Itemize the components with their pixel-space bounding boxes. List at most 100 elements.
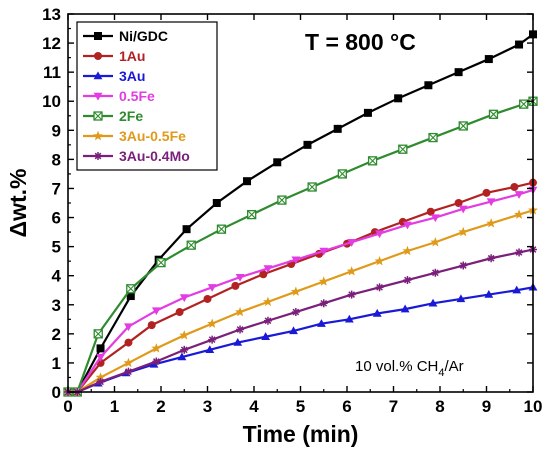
gas-annotation-prefix: 10 vol.% CH	[355, 358, 438, 375]
data-point-ni-gdc	[484, 55, 493, 64]
x-axis-title: Time (min)	[243, 421, 359, 447]
legend-label: 3Au	[119, 68, 145, 84]
legend-label: 2Fe	[119, 108, 143, 124]
data-point-1au	[510, 183, 519, 192]
data-point-0-5fe	[430, 214, 440, 223]
data-point-1au	[426, 207, 435, 216]
data-point-0-5fe	[403, 221, 412, 230]
x-tick-label: 10	[524, 397, 543, 416]
data-point-3au-0-4mo	[263, 316, 272, 325]
data-point-3au-0-5fe	[486, 218, 497, 228]
data-point-3au-0-5fe	[430, 237, 441, 247]
y-tick-label: 11	[43, 63, 61, 82]
y-tick-label: 7	[52, 179, 61, 198]
y-tick-label: 12	[42, 34, 61, 53]
data-point-3au-0-4mo	[515, 248, 524, 257]
data-point-3au-0-4mo	[319, 299, 328, 308]
data-point-1au	[147, 321, 156, 330]
data-point-2fe	[398, 144, 408, 154]
data-point-1au	[482, 188, 491, 197]
y-tick-label: 0	[52, 383, 61, 402]
data-point-ni-gdc	[394, 94, 403, 103]
legend-marker-3au-0-4mo	[94, 152, 102, 160]
legend-item-2fe: 2Fe	[83, 108, 143, 124]
data-point-0-5fe	[319, 247, 329, 256]
data-point-3au-0-5fe	[263, 296, 273, 307]
data-point-0-5fe	[124, 323, 133, 332]
data-point-ni-gdc	[333, 124, 342, 133]
annotations: T = 800 °C 10 vol.% CH4/Ar	[305, 29, 464, 379]
legend-marker-ni-gdc	[94, 32, 102, 40]
legend-label: 0.5Fe	[119, 88, 155, 104]
gas-annotation-subscript: 4	[438, 367, 444, 379]
data-point-2fe	[458, 121, 468, 131]
x-tick-label: 7	[389, 397, 398, 416]
data-point-3au	[484, 289, 494, 298]
y-tick-label: 13	[42, 5, 61, 24]
x-tick-label: 2	[156, 397, 165, 416]
data-point-2fe	[126, 284, 136, 294]
data-point-3au-0-4mo	[459, 261, 468, 270]
data-point-1au	[259, 270, 268, 279]
data-point-3au-0-5fe	[318, 276, 329, 286]
data-point-3au	[456, 294, 466, 303]
data-point-3au	[233, 337, 243, 346]
data-point-3au-0-5fe	[514, 209, 524, 219]
data-point-ni-gdc	[182, 225, 191, 234]
data-point-1au	[175, 308, 184, 317]
data-point-1au	[231, 281, 240, 290]
data-point-0-5fe	[458, 205, 468, 214]
data-point-3au-0-4mo	[431, 268, 440, 277]
legend-item-ni-gdc: Ni/GDC	[83, 28, 168, 44]
legend-label: Ni/GDC	[119, 28, 168, 44]
legend-marker-0-5fe	[93, 92, 103, 101]
data-point-2fe	[186, 240, 196, 250]
data-point-3au-0-4mo	[208, 335, 217, 344]
data-point-3au-0-5fe	[346, 266, 357, 276]
y-tick-label: 10	[42, 92, 61, 111]
data-point-0-5fe	[486, 198, 496, 207]
data-point-1au	[203, 294, 212, 303]
data-point-2fe	[367, 156, 378, 166]
legend-marker-3au	[93, 71, 103, 80]
data-point-0-5fe	[235, 273, 245, 282]
data-point-1au	[124, 338, 133, 347]
x-tick-label: 6	[342, 397, 351, 416]
y-axis-title: Δwt.%	[5, 169, 31, 238]
data-point-0-5fe	[263, 265, 273, 274]
data-point-0-5fe	[291, 256, 301, 265]
data-point-0-5fe	[151, 307, 161, 316]
legend-label: 3Au-0.4Mo	[119, 148, 190, 164]
series-line-3au	[68, 286, 534, 394]
data-point-2fe	[156, 257, 166, 268]
data-point-3au-0-4mo	[487, 254, 496, 263]
data-point-ni-gdc	[243, 177, 252, 186]
data-point-3au	[289, 326, 298, 335]
y-tick-label: 2	[52, 325, 61, 344]
x-tick-label: 0	[63, 397, 72, 416]
data-point-3au-0-5fe	[458, 226, 469, 237]
data-point-1au	[454, 199, 463, 207]
x-tick-label: 9	[482, 397, 491, 416]
data-point-2fe	[488, 109, 499, 119]
legend-marker-3au-0-5fe	[93, 130, 103, 141]
data-point-0-5fe	[347, 239, 357, 247]
data-point-ni-gdc	[303, 140, 312, 149]
data-point-3au	[177, 352, 187, 361]
data-point-3au-0-4mo	[152, 357, 161, 366]
legend-item-3au-0-5fe: 3Au-0.5Fe	[83, 128, 186, 144]
x-tick-label: 3	[203, 397, 212, 416]
data-point-ni-gdc	[515, 40, 524, 49]
data-point-3au-0-4mo	[124, 367, 133, 376]
legend-marker-1au	[94, 52, 102, 60]
data-point-3au	[205, 345, 215, 354]
series-3au-0-5fe	[63, 205, 538, 397]
data-point-3au-0-5fe	[374, 255, 385, 266]
x-tick-label: 4	[249, 397, 259, 416]
data-point-3au-0-5fe	[402, 245, 413, 256]
y-tick-label: 6	[52, 209, 61, 228]
data-point-3au	[372, 308, 382, 317]
gas-annotation: 10 vol.% CH4/Ar	[355, 358, 464, 379]
data-point-2fe	[216, 224, 227, 234]
